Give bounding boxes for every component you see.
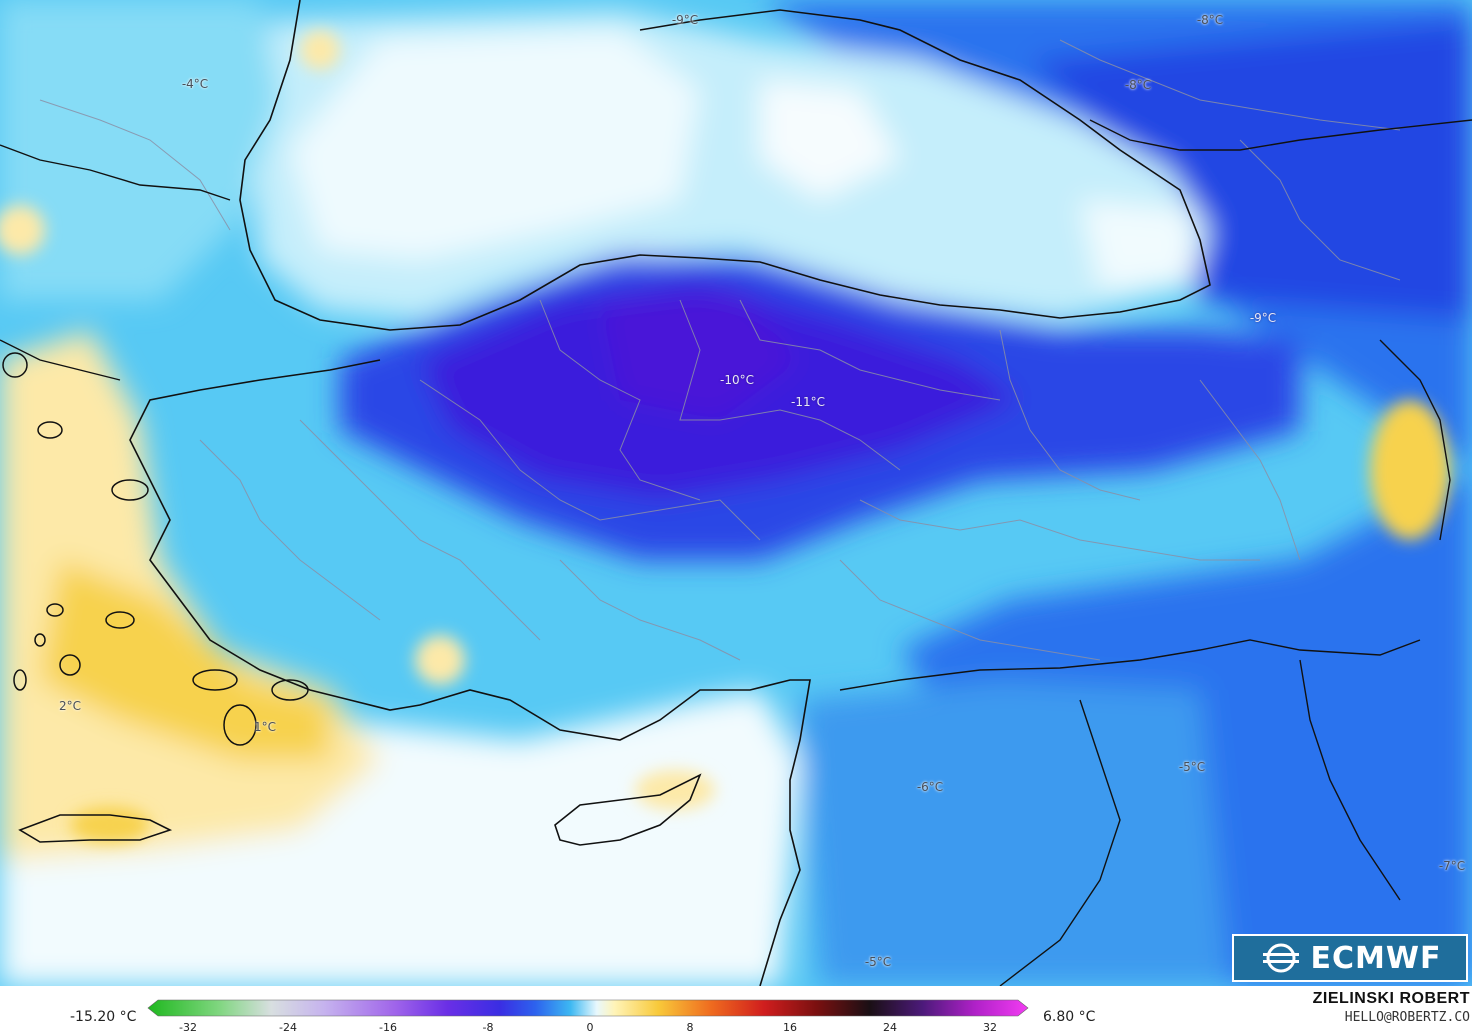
country-borders: [0, 119, 1472, 986]
temperature-label: -11°C: [791, 395, 825, 409]
legend-max-value: 6.80 °C: [1043, 1009, 1096, 1025]
ecmwf-logo: ECMWF: [1232, 934, 1468, 982]
author-name: ZIELINSKI ROBERT: [1312, 990, 1470, 1007]
legend-tick: 8: [686, 1021, 694, 1034]
temperature-label: -10°C: [720, 373, 754, 387]
temperature-label: -6°C: [916, 780, 944, 794]
legend-tick: 16: [783, 1021, 797, 1034]
islands: [2, 352, 309, 746]
legend-tick: -32: [179, 1021, 197, 1034]
temperature-label: -5°C: [864, 955, 892, 969]
legend-tick: 24: [883, 1021, 897, 1034]
color-scale: [147, 999, 1029, 1017]
legend-tick: 0: [586, 1021, 594, 1034]
temperature-label: -9°C: [1249, 311, 1277, 325]
temperature-label: -8°C: [1124, 78, 1152, 92]
author-email: HELLO@ROBERTZ.CO: [1344, 1010, 1470, 1025]
temperature-label: -4°C: [181, 77, 209, 91]
map-canvas: [0, 0, 1472, 986]
legend-min-value: -15.20 °C: [70, 1009, 137, 1025]
warm-spots: [0, 30, 1450, 843]
temperature-label: -9°C: [671, 13, 699, 27]
province-borders: [39, 39, 1401, 661]
legend-tick: -24: [279, 1021, 297, 1034]
temperature-shading: [0, 0, 1472, 986]
coastlines: [18, 0, 1211, 986]
temperature-label: -5°C: [1178, 760, 1206, 774]
temperature-map: -9°C -8°C -4°C -8°C -9°C -10°C -11°C 2°C…: [0, 0, 1472, 986]
legend-tick: -16: [379, 1021, 397, 1034]
legend-tick: -8: [482, 1021, 494, 1034]
legend-tick: 32: [983, 1021, 997, 1034]
temperature-label: -7°C: [1438, 859, 1466, 873]
ecmwf-logo-text: ECMWF: [1310, 940, 1442, 976]
ecmwf-logo-icon: [1262, 943, 1299, 973]
temperature-label: -8°C: [1196, 13, 1224, 27]
temperature-label: 2°C: [58, 699, 82, 713]
temperature-label: 1°C: [253, 720, 277, 734]
